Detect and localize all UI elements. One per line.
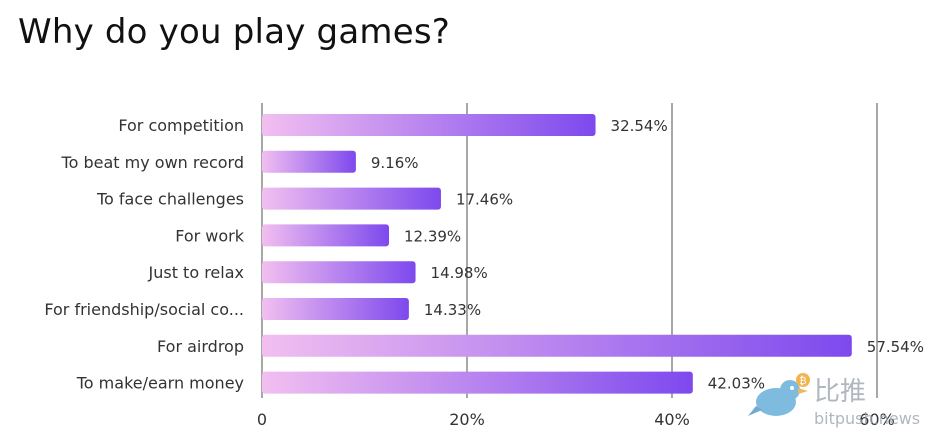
category-labels: For competition To beat my own record To f…	[44, 116, 244, 393]
bar	[262, 298, 409, 320]
bar	[262, 187, 441, 210]
bars	[262, 114, 852, 394]
category-label: For competition	[118, 116, 244, 135]
value-label: 17.46%	[456, 191, 513, 209]
category-label: To make/earn money	[76, 374, 244, 393]
category-label: To face challenges	[96, 190, 244, 209]
x-tick-label: 40%	[654, 410, 690, 429]
watermark-logo: ₿ 比推 bitpush.news	[748, 373, 920, 428]
x-tick-labels: 0 20% 40% 60%	[257, 410, 895, 429]
svg-text:₿: ₿	[799, 375, 806, 387]
watermark-subtext: bitpush.news	[814, 409, 920, 428]
category-label: For airdrop	[157, 337, 244, 356]
value-label: 12.39%	[404, 227, 461, 245]
value-label: 32.54%	[611, 117, 668, 135]
category-label: For friendship/social co...	[44, 300, 244, 319]
chart-title: Why do you play games?	[18, 12, 450, 52]
value-label: 9.16%	[371, 154, 419, 172]
x-tick-label: 60%	[859, 410, 895, 429]
x-tick-label: 0	[257, 410, 267, 429]
value-labels: 32.54% 9.16% 17.46% 12.39% 14.98% 14.33% 57.54…	[371, 117, 924, 393]
watermark-text: 比推	[814, 377, 866, 407]
value-label: 14.33%	[424, 301, 481, 319]
bar	[262, 371, 693, 394]
value-label: 14.98%	[431, 264, 488, 282]
bar	[262, 261, 416, 284]
value-label: 57.54%	[867, 338, 924, 356]
bar	[262, 114, 596, 136]
bar	[262, 150, 356, 173]
value-label: 42.03%	[708, 375, 765, 393]
bar	[262, 334, 852, 357]
category-label: For work	[175, 226, 245, 245]
bird-icon: ₿	[748, 373, 810, 416]
x-tick-label: 20%	[449, 410, 485, 429]
category-label: Just to relax	[148, 263, 245, 282]
category-label: To beat my own record	[61, 153, 244, 172]
bar	[262, 224, 389, 247]
